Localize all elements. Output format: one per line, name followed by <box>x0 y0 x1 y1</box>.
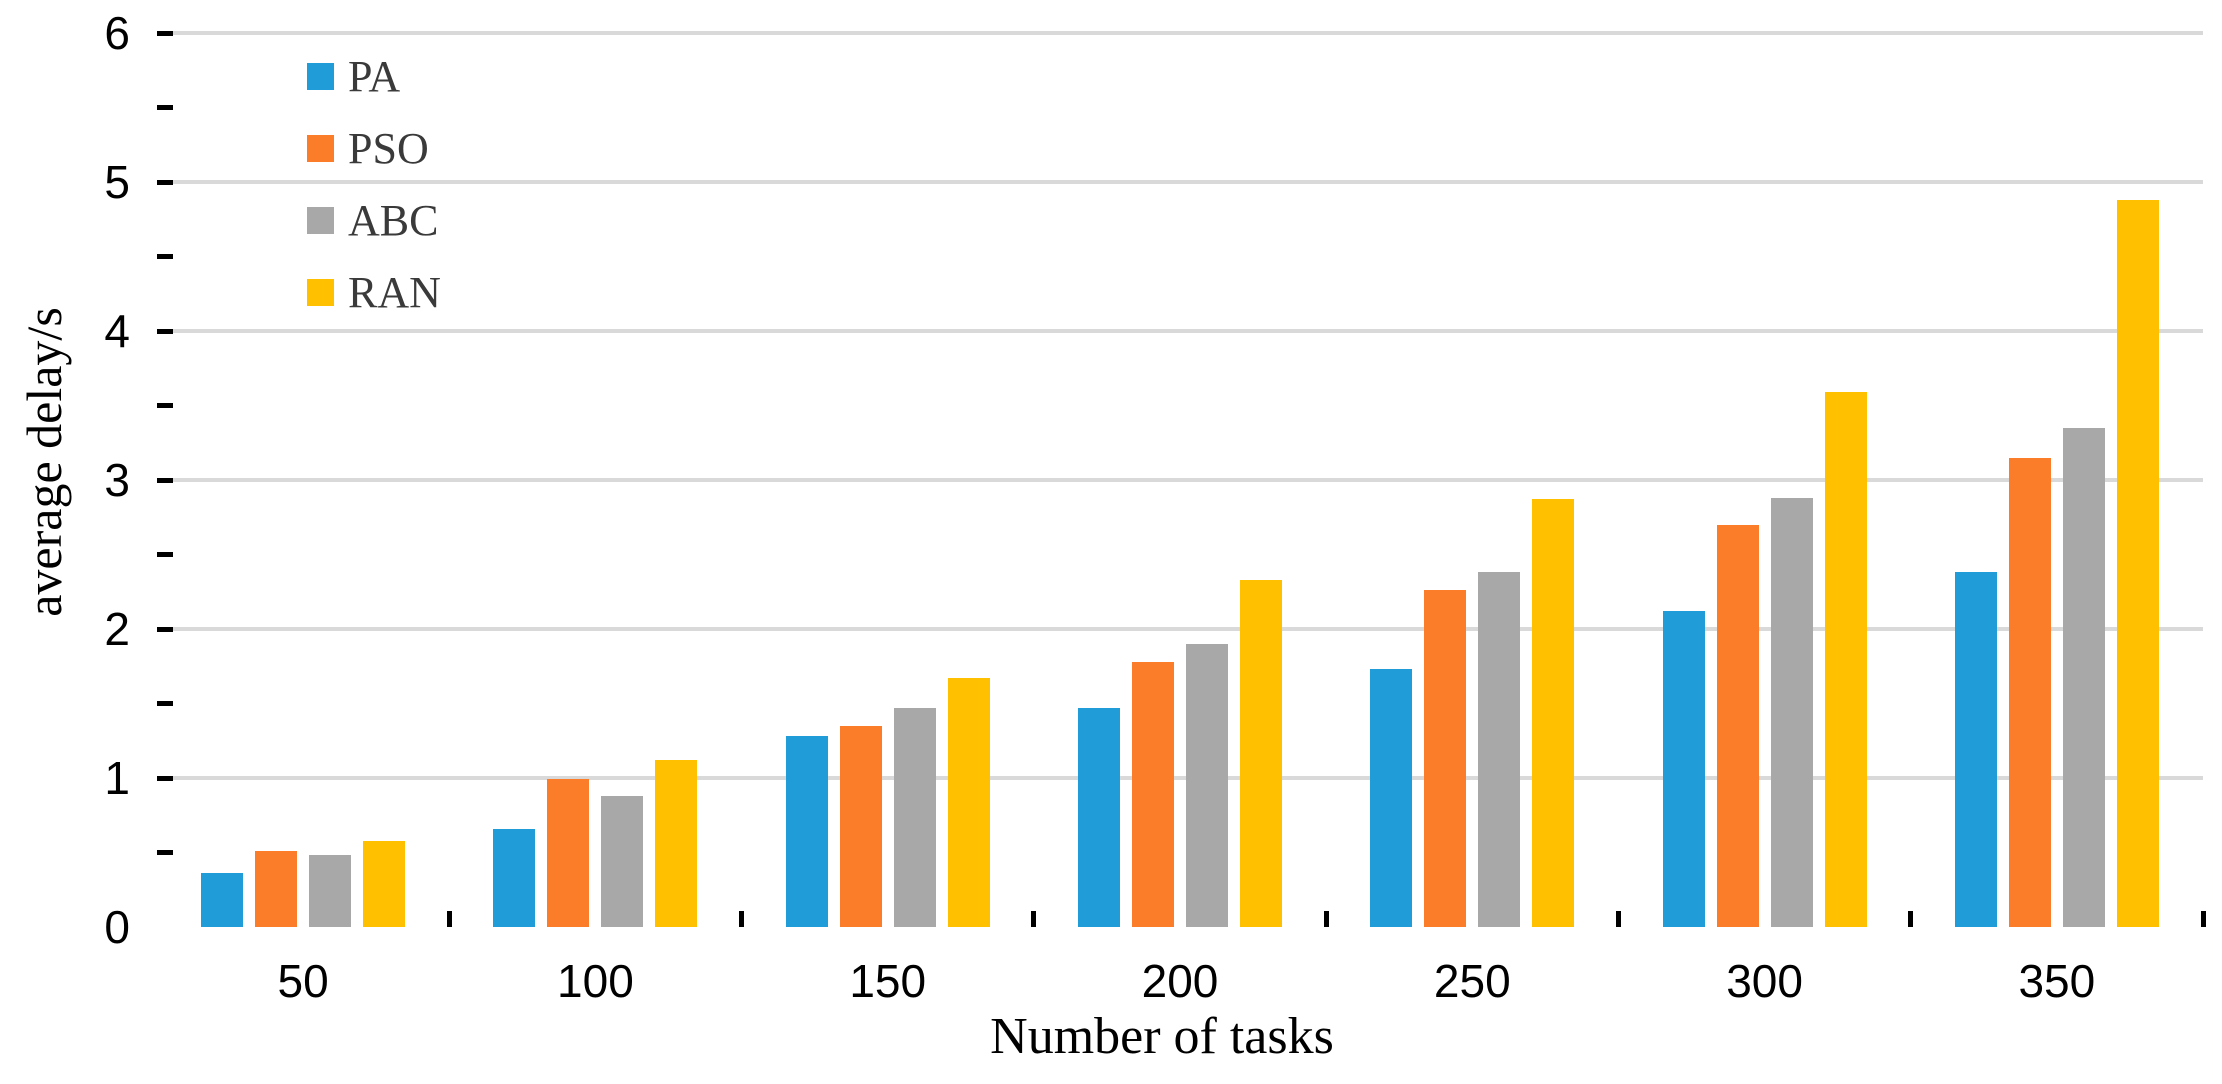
bar-pa-250 <box>1370 669 1413 927</box>
bar-ran-250 <box>1532 499 1575 927</box>
bar-pso-150 <box>839 726 882 927</box>
gridline-4 <box>157 329 2203 333</box>
legend-swatch-ran <box>307 279 334 306</box>
legend-label-ran: RAN <box>348 267 441 317</box>
legend-item-abc: ABC <box>307 198 441 242</box>
legend-label-pso: PSO <box>348 123 429 173</box>
bar-abc-350 <box>2062 428 2105 927</box>
bar-pso-350 <box>2008 458 2051 927</box>
bar-pso-200 <box>1132 662 1174 927</box>
bar-pso-250 <box>1424 590 1467 927</box>
bar-ran-300 <box>1824 392 1867 927</box>
y-axis-tick-1.5 <box>157 701 173 706</box>
legend-swatch-pa <box>307 63 334 90</box>
bar-pso-100 <box>547 779 590 927</box>
x-axis-tick-6 <box>1908 911 1914 927</box>
x-axis-line <box>149 927 2211 935</box>
x-tick-label-300: 300 <box>1726 955 1803 1007</box>
bar-abc-200 <box>1186 644 1228 927</box>
y-tick-label-1: 1 <box>104 752 130 804</box>
bar-pa-300 <box>1662 611 1705 927</box>
x-tick-label-150: 150 <box>849 955 927 1007</box>
legend-item-ran: RAN <box>307 270 441 314</box>
bar-abc-100 <box>601 796 644 927</box>
gridline-3 <box>157 478 2203 482</box>
y-axis-tick-5.5 <box>157 105 173 110</box>
y-axis-tick-5 <box>157 179 173 185</box>
legend-swatch-abc <box>307 207 334 234</box>
bar-pso-300 <box>1716 525 1759 927</box>
bar-ran-100 <box>655 760 698 927</box>
gridline-5 <box>157 180 2203 184</box>
legend-swatch-pso <box>307 135 334 162</box>
x-axis-tick-3 <box>1031 911 1037 927</box>
y-tick-label-5: 5 <box>104 156 130 208</box>
x-tick-label-100: 100 <box>557 955 634 1007</box>
y-tick-label-6: 6 <box>104 7 130 59</box>
y-axis-tick-1 <box>157 775 173 781</box>
x-axis-tick-4 <box>1323 911 1329 927</box>
legend-label-pa: PA <box>348 51 401 101</box>
x-axis-tick-2 <box>739 911 745 927</box>
x-axis-tick-1 <box>446 911 452 927</box>
gridline-2 <box>157 627 2203 631</box>
y-axis-tick-4.5 <box>157 254 173 259</box>
legend-item-pso: PSO <box>307 126 441 170</box>
bar-abc-50 <box>309 855 352 927</box>
y-axis-tick-3.5 <box>157 403 173 408</box>
x-tick-label-250: 250 <box>1433 955 1511 1007</box>
y-axis-line <box>149 33 157 935</box>
y-tick-label-2: 2 <box>104 603 130 655</box>
y-axis-tick-6 <box>157 30 173 36</box>
y-tick-label-0: 0 <box>104 901 130 953</box>
bar-ran-150 <box>947 678 990 927</box>
y-axis-tick-2.5 <box>157 552 173 557</box>
x-tick-label-200: 200 <box>1141 955 1219 1007</box>
x-axis-title: Number of tasks <box>990 1008 1334 1065</box>
bar-pa-150 <box>785 736 828 927</box>
bar-pa-350 <box>1954 572 1997 927</box>
y-tick-label-4: 4 <box>104 305 130 357</box>
bar-abc-300 <box>1770 498 1813 927</box>
bar-pa-50 <box>201 873 244 927</box>
x-axis-tick-7 <box>2200 911 2206 927</box>
gridline-6 <box>157 31 2203 35</box>
bar-ran-200 <box>1240 580 1282 927</box>
x-tick-label-50: 50 <box>277 955 329 1007</box>
y-axis-tick-4 <box>157 328 173 334</box>
bar-pso-50 <box>255 851 298 927</box>
legend-label-abc: ABC <box>348 195 439 245</box>
bar-abc-150 <box>893 708 936 927</box>
legend-item-pa: PA <box>307 54 441 98</box>
x-tick-label-350: 350 <box>2018 955 2096 1007</box>
bar-pa-200 <box>1078 708 1120 927</box>
x-axis-tick-5 <box>1615 911 1621 927</box>
gridline-1 <box>157 776 2203 780</box>
y-tick-label-3: 3 <box>104 454 130 506</box>
y-axis-tick-3 <box>157 477 173 483</box>
bar-abc-250 <box>1478 572 1521 927</box>
y-axis-tick-0.5 <box>157 850 173 855</box>
bar-ran-50 <box>363 841 406 927</box>
bar-pa-100 <box>493 829 536 927</box>
legend: PA PSO ABC RAN <box>307 54 441 351</box>
y-axis-tick-2 <box>157 626 173 632</box>
bar-ran-350 <box>2116 200 2159 927</box>
plot-area: PA PSO ABC RAN <box>157 30 2206 927</box>
